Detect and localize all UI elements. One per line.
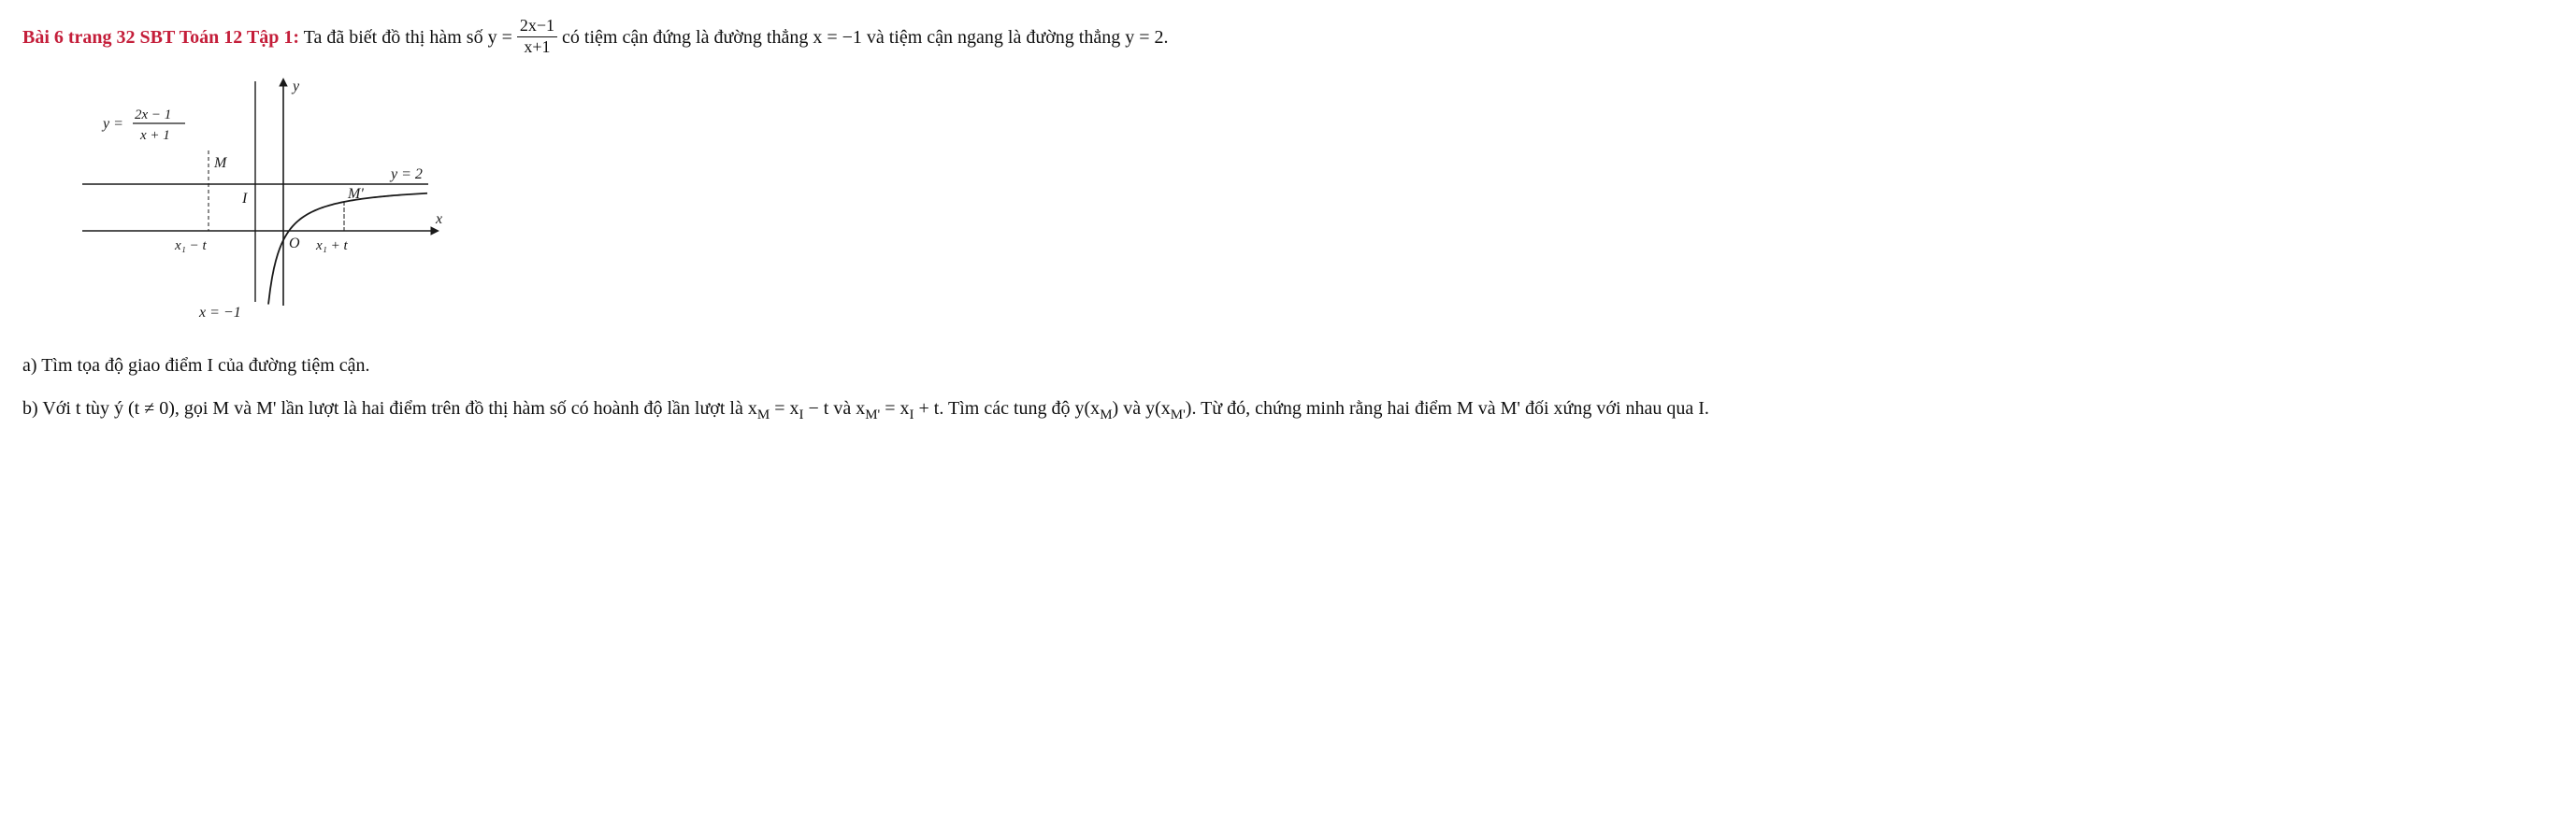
- intro-text-2: có tiệm cận đứng là đường thẳng x = −1 v…: [557, 27, 1168, 48]
- question-b: b) Với t tùy ý (t ≠ 0), gọi M và M' lần …: [22, 393, 2554, 426]
- rational-function: 2x−1x+1: [517, 27, 557, 48]
- qb-t5: + t. Tìm các tung độ y(x: [914, 398, 1101, 419]
- svg-text:y =: y =: [101, 116, 123, 132]
- svg-text:x₁ − t: x₁ − t: [174, 238, 207, 253]
- svg-text:O: O: [289, 236, 300, 251]
- svg-text:2x − 1: 2x − 1: [135, 107, 171, 122]
- question-a: a) Tìm tọa độ giao điểm I của đường tiệm…: [22, 350, 2554, 380]
- graph-figure: M M' Iy x Oy = 2 x = −1 x₁ − t x₁ + t y = 2x − 1 x…: [64, 72, 2554, 334]
- qb-t1: Với t tùy ý (t ≠ 0), gọi M và M' lần lượ…: [42, 398, 757, 419]
- svg-text:I: I: [241, 191, 248, 207]
- svg-text:M': M': [347, 186, 364, 202]
- svg-text:x + 1: x + 1: [139, 128, 170, 143]
- qb-t4: = x: [880, 398, 909, 419]
- problem-title: Bài 6 trang 32 SBT Toán 12 Tập 1:: [22, 27, 299, 48]
- svg-text:x = −1: x = −1: [198, 305, 241, 321]
- intro-text-1: Ta đã biết đồ thị hàm số y =: [304, 27, 517, 48]
- qa-prefix: a): [22, 355, 41, 376]
- qb-t3: − t và x: [803, 398, 865, 419]
- svg-text:x: x: [435, 211, 442, 227]
- qb-sub5: M: [1100, 408, 1112, 422]
- qb-sub6: M': [1171, 408, 1186, 422]
- qb-t2: = x: [770, 398, 799, 419]
- qb-sub3: M': [865, 408, 880, 422]
- svg-text:x₁ + t: x₁ + t: [315, 238, 348, 253]
- problem-statement-line: Bài 6 trang 32 SBT Toán 12 Tập 1: Ta đã …: [22, 19, 2554, 59]
- function-graph: M M' Iy x Oy = 2 x = −1 x₁ − t x₁ + t y = 2x − 1 x…: [64, 72, 456, 324]
- qb-t6: ) và y(x: [1113, 398, 1171, 419]
- qb-prefix: b): [22, 398, 42, 419]
- fraction-denominator: x+1: [517, 37, 557, 57]
- qb-sub1: M: [757, 408, 770, 422]
- fraction-numerator: 2x−1: [517, 17, 557, 37]
- qa-text: Tìm tọa độ giao điểm I của đường tiệm cậ…: [41, 355, 369, 376]
- qb-t7: ). Từ đó, chứng minh rằng hai điểm M và …: [1186, 398, 1709, 419]
- svg-text:y: y: [291, 79, 300, 94]
- fraction: 2x−1x+1: [517, 17, 557, 57]
- svg-text:y = 2: y = 2: [389, 166, 423, 182]
- svg-text:M: M: [213, 155, 228, 171]
